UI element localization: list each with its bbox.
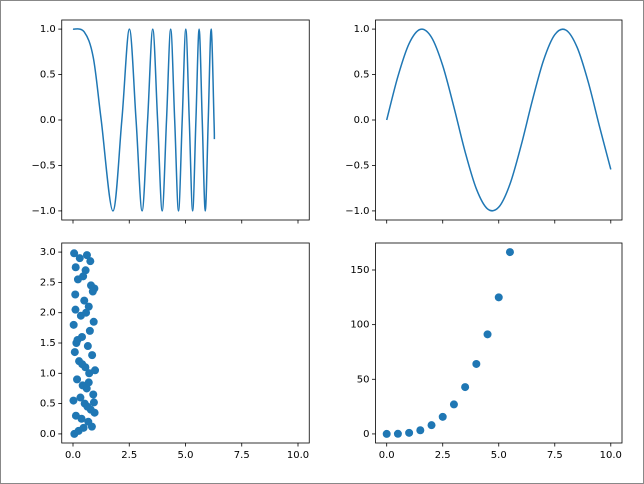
y-tick-label: 0.5 (40, 399, 56, 410)
point (461, 383, 470, 392)
y-tick-label: 2.5 (40, 277, 56, 288)
line (385, 28, 612, 212)
point (77, 414, 86, 423)
x-tick-label: 10.0 (287, 450, 309, 461)
y-tick-label: 0.0 (40, 429, 56, 440)
point (416, 426, 425, 435)
y-tick-label: 0.0 (354, 115, 370, 126)
point (73, 335, 82, 344)
point (90, 408, 99, 417)
point (393, 429, 402, 438)
point (78, 360, 87, 369)
x-tick-label: 5.0 (491, 450, 507, 461)
point (87, 422, 96, 431)
point (86, 257, 95, 266)
point (73, 375, 82, 384)
x-tick-label: 5.0 (178, 450, 194, 461)
subplot: 0.0 2.5 5.0 7.5 10.0 0.0 0.5 1.0 1.5 2.0 2.5 3.0 (40, 242, 310, 461)
y-tick-label: 100 (350, 320, 369, 331)
point (71, 290, 80, 299)
point (82, 384, 91, 393)
point (505, 248, 514, 257)
y-tick-label: 3.0 (40, 247, 56, 258)
y-tick-label: 1.0 (40, 368, 56, 379)
point (80, 296, 89, 305)
point (91, 366, 100, 375)
subplot: 0.0 2.5 5.0 7.5 10.0 0 50 100 150 (350, 242, 623, 461)
subplot: −1.0 −0.5 0.0 0.5 1.0 (31, 19, 310, 224)
y-tick-label: 2.0 (40, 308, 56, 319)
x-tick-label: 10.0 (600, 450, 622, 461)
y-tick-label: 1.0 (354, 24, 370, 35)
point (69, 320, 78, 329)
y-tick-label: −1.0 (345, 206, 369, 217)
point (427, 421, 436, 430)
subplot: −1.0 −0.5 0.0 0.5 1.0 (345, 19, 623, 224)
point (88, 351, 97, 360)
point (89, 317, 98, 326)
point (82, 308, 91, 317)
point (89, 390, 98, 399)
point (71, 263, 80, 272)
y-tick-label: 0.0 (40, 115, 56, 126)
x-tick-label: 7.5 (547, 450, 563, 461)
y-tick-label: 0 (363, 429, 369, 440)
point (82, 251, 91, 260)
point (472, 359, 481, 368)
y-tick-label: 0.5 (354, 70, 370, 81)
point (73, 275, 82, 284)
point (81, 266, 90, 275)
point (382, 429, 391, 438)
y-tick-label: −1.0 (31, 206, 55, 217)
y-tick-label: −0.5 (345, 160, 369, 171)
y-tick-label: 1.0 (40, 24, 56, 35)
point (69, 396, 78, 405)
x-tick-label: 0.0 (379, 450, 395, 461)
line (72, 28, 216, 212)
point (76, 393, 85, 402)
point (83, 402, 92, 411)
point (70, 249, 79, 258)
y-tick-label: 150 (350, 265, 369, 276)
point (89, 398, 98, 407)
point (83, 342, 92, 351)
point (84, 378, 93, 387)
point (70, 348, 79, 357)
y-tick-label: 1.5 (40, 338, 56, 349)
y-tick-label: −0.5 (31, 160, 55, 171)
y-tick-label: 0.5 (40, 70, 56, 81)
point (405, 428, 414, 437)
point (438, 412, 447, 421)
x-tick-label: 0.0 (65, 450, 81, 461)
point (85, 326, 94, 335)
x-tick-label: 7.5 (234, 450, 250, 461)
point (71, 305, 80, 314)
x-tick-label: 2.5 (121, 450, 137, 461)
point (79, 423, 88, 432)
point (494, 293, 503, 302)
point (483, 330, 492, 339)
point (84, 302, 93, 311)
x-tick-label: 2.5 (435, 450, 451, 461)
point (75, 254, 84, 263)
point (449, 400, 458, 409)
y-tick-label: 50 (357, 374, 370, 385)
point (88, 287, 97, 296)
